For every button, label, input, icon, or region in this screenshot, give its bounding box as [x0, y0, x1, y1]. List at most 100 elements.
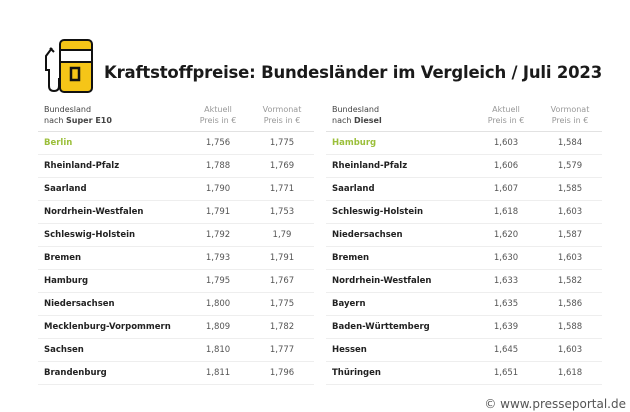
current-price: 1,809	[205, 322, 231, 332]
previous-price: 1,579	[557, 161, 583, 171]
previous-price: 1,585	[557, 184, 583, 194]
header-aktuell: Aktuell	[204, 105, 232, 114]
previous-price: 1,79	[272, 230, 292, 240]
state-name: Niedersachsen	[332, 230, 403, 240]
table-row: Nordrhein-Westfalen 1,791 1,753	[38, 201, 314, 224]
current-price: 1,606	[493, 161, 519, 171]
state-name: Mecklenburg-Vorpommern	[44, 322, 171, 332]
table-row: Schleswig-Holstein 1,618 1,603	[326, 201, 602, 224]
current-price: 1,791	[205, 207, 231, 217]
table-row: Rheinland-Pfalz 1,788 1,769	[38, 155, 314, 178]
previous-price: 1,587	[557, 230, 583, 240]
state-name: Hamburg	[332, 138, 377, 148]
table-row: Niedersachsen 1,800 1,775	[38, 293, 314, 316]
state-name: Sachsen	[44, 345, 84, 355]
current-price: 1,620	[493, 230, 519, 240]
current-price: 1,756	[205, 138, 231, 148]
page-title: Kraftstoffpreise: Bundesländer im Vergle…	[104, 63, 602, 82]
state-name: Berlin	[44, 138, 73, 148]
header-vormonat-unit: Preis in €	[551, 116, 589, 125]
super-e10-table: Bundesland nach Super E10 Aktuell Preis in…	[38, 104, 314, 385]
table-row: Mecklenburg-Vorpommern 1,809 1,782	[38, 316, 314, 339]
header-nach: nach	[332, 116, 354, 125]
current-price: 1,639	[493, 322, 519, 332]
header-aktuell: Aktuell	[492, 105, 520, 114]
header-aktuell-unit: Preis in €	[199, 116, 237, 125]
current-price: 1,630	[493, 253, 519, 263]
table-row: Brandenburg 1,811 1,796	[38, 362, 314, 385]
state-name: Thüringen	[332, 368, 381, 378]
previous-price: 1,775	[269, 299, 295, 309]
current-price: 1,633	[493, 276, 519, 286]
state-name: Rheinland-Pfalz	[332, 161, 408, 171]
state-name: Bremen	[44, 253, 82, 263]
table-row: Thüringen 1,651 1,618	[326, 362, 602, 385]
previous-price: 1,586	[557, 299, 583, 309]
previous-price: 1,603	[557, 207, 583, 217]
state-name: Niedersachsen	[44, 299, 115, 309]
state-name: Schleswig-Holstein	[44, 230, 136, 240]
current-price: 1,810	[205, 345, 231, 355]
table-row: Sachsen 1,810 1,777	[38, 339, 314, 362]
previous-price: 1,777	[269, 345, 295, 355]
table-row: Bremen 1,630 1,603	[326, 247, 602, 270]
header-vormonat: Vormonat	[550, 105, 590, 114]
table-row: Bayern 1,635 1,586	[326, 293, 602, 316]
table-row: Hessen 1,645 1,603	[326, 339, 602, 362]
current-price: 1,607	[493, 184, 519, 194]
previous-price: 1,582	[557, 276, 583, 286]
header-bundesland: Bundesland	[44, 105, 92, 114]
table-row: Hamburg 1,795 1,767	[38, 270, 314, 293]
current-price: 1,635	[493, 299, 519, 309]
current-price: 1,603	[493, 138, 519, 148]
table-row: Saarland 1,607 1,585	[326, 178, 602, 201]
table-row: Nordrhein-Westfalen 1,633 1,582	[326, 270, 602, 293]
previous-price: 1,588	[557, 322, 583, 332]
previous-price: 1,603	[557, 345, 583, 355]
previous-price: 1,775	[269, 138, 295, 148]
table-row: Bremen 1,793 1,791	[38, 247, 314, 270]
previous-price: 1,584	[557, 138, 583, 148]
current-price: 1,790	[205, 184, 231, 194]
header-vormonat: Vormonat	[262, 105, 302, 114]
current-price: 1,651	[493, 368, 519, 378]
previous-price: 1,767	[269, 276, 295, 286]
table-row: Hamburg 1,603 1,584	[326, 132, 602, 155]
current-price: 1,792	[205, 230, 231, 240]
previous-price: 1,771	[269, 184, 295, 194]
table-row: Berlin 1,756 1,775	[38, 132, 314, 155]
current-price: 1,800	[205, 299, 231, 309]
state-name: Rheinland-Pfalz	[44, 161, 120, 171]
state-name: Bremen	[332, 253, 370, 263]
table-row: Baden-Württemberg 1,639 1,588	[326, 316, 602, 339]
previous-price: 1,753	[269, 207, 295, 217]
state-name: Hessen	[332, 345, 367, 355]
previous-price: 1,782	[269, 322, 295, 332]
header-fuel: Diesel	[353, 116, 382, 125]
table-row: Saarland 1,790 1,771	[38, 178, 314, 201]
previous-price: 1,796	[269, 368, 295, 378]
state-name: Baden-Württemberg	[332, 322, 430, 332]
current-price: 1,793	[205, 253, 231, 263]
previous-price: 1,769	[269, 161, 295, 171]
state-name: Hamburg	[44, 276, 89, 286]
table-row: Rheinland-Pfalz 1,606 1,579	[326, 155, 602, 178]
fuel-pump-icon	[45, 39, 93, 93]
previous-price: 1,603	[557, 253, 583, 263]
table-header: Bundesland nach Diesel Aktuell Preis in € …	[326, 104, 602, 132]
current-price: 1,645	[493, 345, 519, 355]
header-bundesland: Bundesland	[332, 105, 380, 114]
current-price: 1,795	[205, 276, 231, 286]
header-aktuell-unit: Preis in €	[487, 116, 525, 125]
current-price: 1,618	[493, 207, 519, 217]
state-name: Brandenburg	[44, 368, 107, 378]
table-header: Bundesland nach Super E10 Aktuell Preis in…	[38, 104, 314, 132]
state-name: Bayern	[332, 299, 366, 309]
header-vormonat-unit: Preis in €	[263, 116, 301, 125]
current-price: 1,788	[205, 161, 231, 171]
diesel-table: Bundesland nach Diesel Aktuell Preis in € …	[326, 104, 602, 385]
table-row: Schleswig-Holstein 1,792 1,79	[38, 224, 314, 247]
watermark: © www.presseportal.de	[484, 397, 626, 411]
state-name: Nordrhein-Westfalen	[332, 276, 432, 286]
state-name: Schleswig-Holstein	[332, 207, 424, 217]
